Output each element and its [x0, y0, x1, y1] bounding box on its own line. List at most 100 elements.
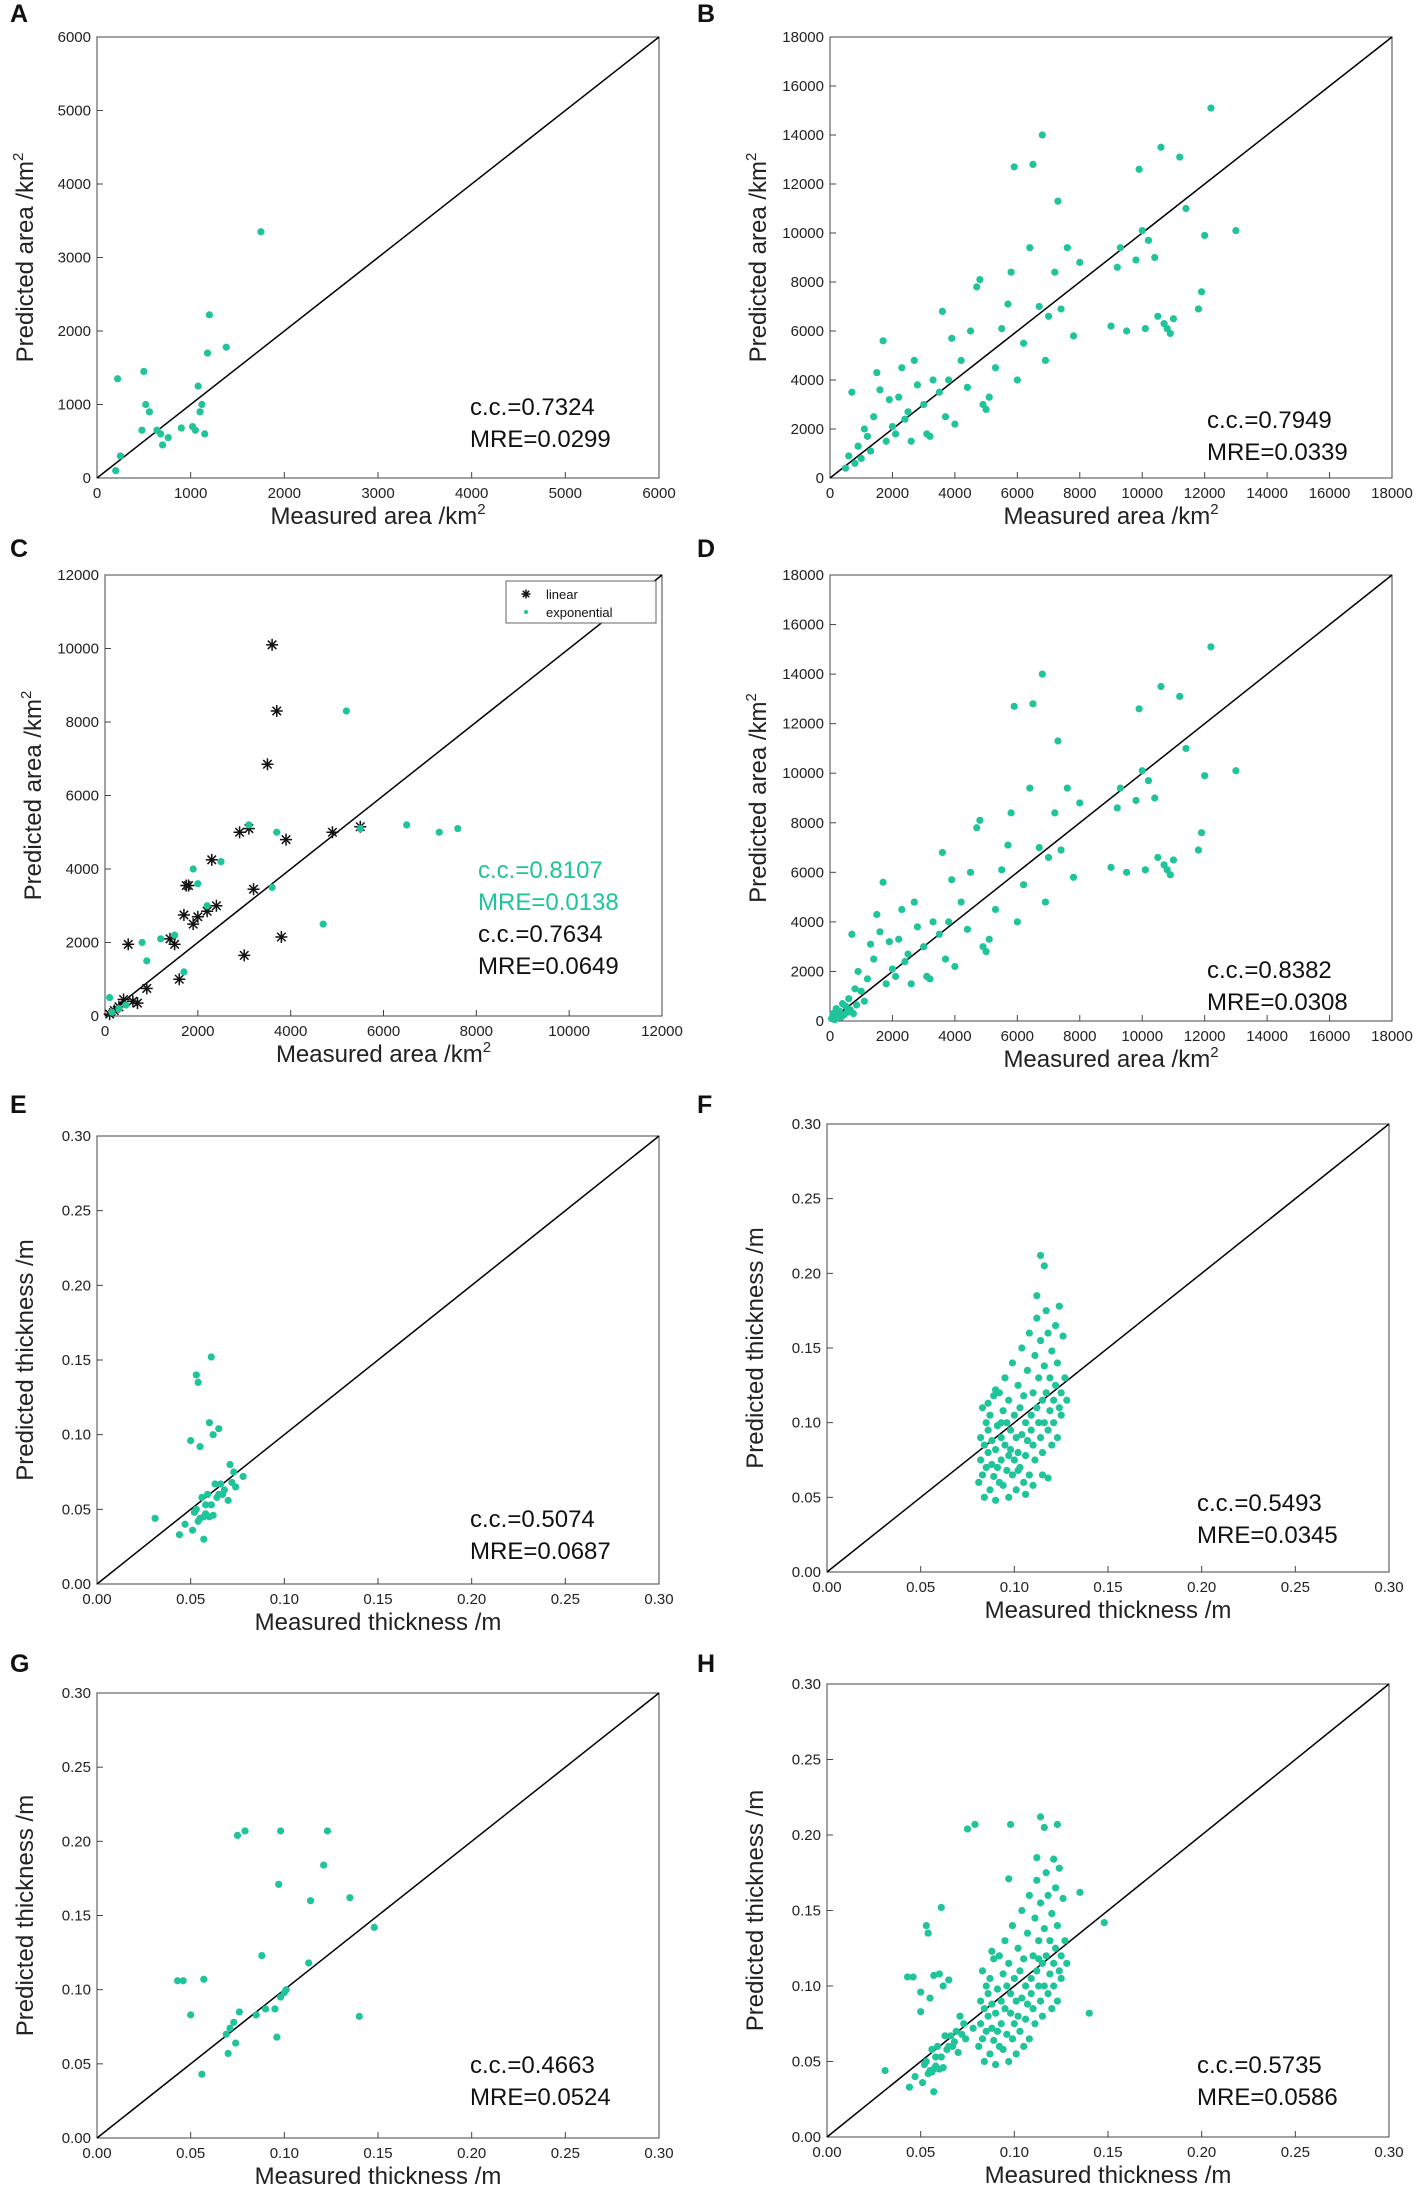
data-point	[1135, 165, 1143, 173]
y-tick-label: 3000	[58, 250, 91, 267]
data-point	[938, 307, 947, 315]
data-point	[211, 1480, 219, 1488]
x-tick-label: 0.00	[812, 2144, 841, 2161]
data-point	[1035, 302, 1043, 311]
data-point	[1023, 1929, 1032, 1937]
series-exponential	[106, 707, 462, 1016]
data-point	[226, 1460, 234, 1469]
y-tick-label: 0.25	[792, 1191, 821, 1208]
data-point	[984, 1989, 992, 1998]
data-point	[1027, 1426, 1035, 1434]
data-point	[1012, 2050, 1020, 2058]
data-point	[848, 388, 856, 396]
data-point	[978, 1471, 987, 1479]
data-point	[1036, 1813, 1045, 1821]
data-point	[1042, 1307, 1050, 1315]
data-point	[1076, 799, 1084, 807]
data-point	[842, 464, 850, 472]
data-point	[1057, 1974, 1065, 1983]
data-point	[985, 935, 993, 943]
data-point	[1025, 1329, 1033, 1337]
data-point	[1038, 2012, 1047, 2020]
data-point	[1001, 1937, 1009, 1945]
data-point	[963, 1825, 972, 1833]
data-point	[988, 1436, 996, 1445]
data-point	[209, 1431, 217, 1439]
data-point	[1054, 197, 1062, 205]
x-tick-label: 0.25	[1281, 2144, 1310, 2161]
data-point	[454, 824, 462, 833]
data-point	[971, 1820, 979, 1829]
data-point	[233, 826, 246, 839]
data-point	[158, 441, 167, 449]
y-tick-label: 2000	[791, 963, 824, 980]
stat-label: MRE=0.0299	[470, 426, 611, 453]
identity-line	[826, 1683, 1390, 2138]
data-point	[990, 1955, 998, 1963]
data-point	[326, 826, 339, 839]
data-point	[1006, 1445, 1015, 1454]
data-point	[1053, 1997, 1062, 2005]
data-point	[857, 987, 865, 995]
data-point	[911, 2073, 919, 2081]
data-point	[1010, 1456, 1018, 1464]
data-point	[1166, 871, 1174, 879]
y-tick-label: 0.00	[62, 1576, 91, 1593]
data-point	[845, 995, 853, 1003]
y-tick-label: 0.10	[62, 1427, 91, 1444]
data-point	[217, 1480, 225, 1488]
data-point	[1057, 846, 1065, 854]
data-point	[138, 426, 146, 434]
data-point	[992, 2009, 1000, 2017]
data-point	[924, 1929, 932, 1937]
data-point	[198, 400, 206, 409]
data-point	[935, 1970, 944, 1978]
data-point	[192, 1371, 200, 1379]
y-tick-label: 0.30	[62, 1128, 91, 1145]
legend-marker-exponential	[524, 610, 528, 614]
y-tick-label: 0	[816, 1013, 824, 1030]
data-point	[168, 938, 181, 951]
data-point	[122, 938, 135, 951]
data-point	[1053, 1359, 1062, 1367]
data-point	[230, 1468, 238, 1476]
data-point	[1019, 339, 1028, 347]
x-tick-label: 0	[826, 1028, 834, 1045]
data-point	[1031, 2020, 1039, 2028]
data-point	[1063, 244, 1071, 252]
data-point	[403, 821, 411, 829]
data-point	[1031, 1914, 1039, 1922]
x-tick-label: 2000	[181, 1023, 214, 1040]
data-point	[881, 2066, 889, 2075]
series-data	[881, 1813, 1108, 2096]
data-point	[1040, 1925, 1048, 1933]
data-point	[976, 275, 984, 284]
data-point	[990, 1392, 998, 1400]
data-point	[226, 2024, 234, 2032]
data-point	[876, 928, 884, 936]
data-point	[177, 908, 190, 921]
data-point	[1027, 1974, 1035, 1983]
y-tick-label: 0.10	[792, 1978, 821, 1995]
data-point	[1018, 1344, 1026, 1352]
series-data	[173, 1827, 378, 2078]
data-point	[1023, 1366, 1032, 1374]
data-point	[1029, 160, 1037, 168]
stat-label: MRE=0.0524	[470, 2084, 611, 2111]
x-tick-label: 18000	[1371, 485, 1413, 502]
data-point	[346, 1894, 354, 1902]
y-tick-label: 0.15	[62, 1352, 91, 1369]
data-point	[901, 415, 909, 423]
data-point	[241, 1827, 249, 1835]
data-point	[848, 930, 856, 938]
data-point	[1012, 1486, 1020, 1494]
data-point	[1051, 809, 1059, 817]
data-point	[917, 1988, 925, 1996]
y-tick-label: 4000	[58, 176, 91, 193]
data-point	[1021, 1419, 1030, 1427]
data-point	[1001, 1374, 1009, 1382]
panel-letter: F	[697, 1091, 712, 1119]
stat-label: c.c.=0.4663	[470, 2052, 595, 2079]
data-point	[1044, 1329, 1052, 1337]
